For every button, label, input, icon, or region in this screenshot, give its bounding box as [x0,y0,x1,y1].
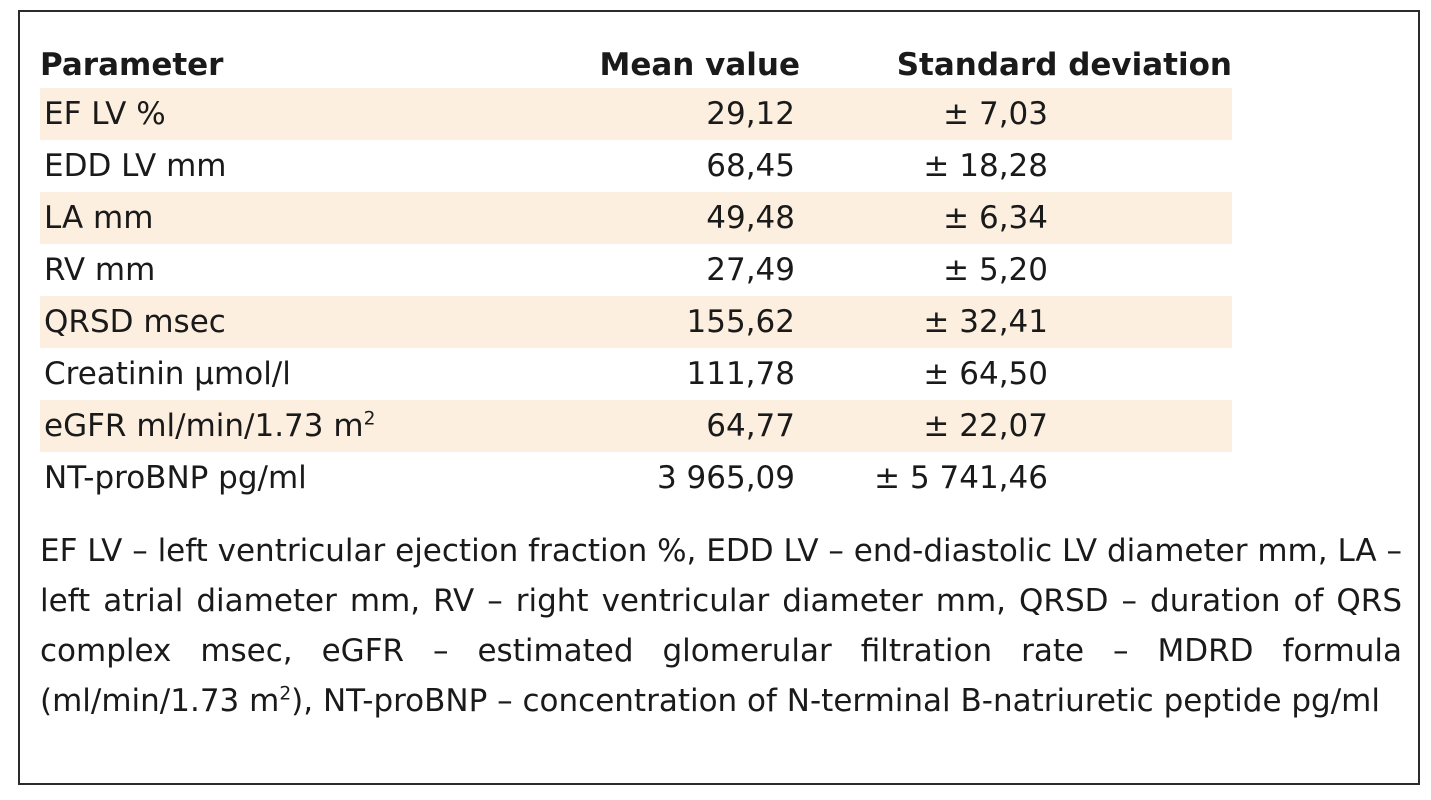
parameter-label: EF LV % [44,96,166,132]
parameter-superscript: 2 [363,408,376,430]
parameter-label: NT-proBNP pg/ml [44,460,307,496]
parameter-label: RV mm [44,252,156,288]
table-row: eGFR ml/min/1.73 m2 64,77 ± 22,07 [40,400,1232,452]
cell-standard-deviation: ± 32,41 [800,296,1232,348]
cell-mean-value: 111,78 [686,356,795,392]
table-row: LA mm 49,48 ± 6,34 [40,192,1232,244]
parameter-label: QRSD msec [44,304,226,340]
table-footnote: EF LV – left ventricular ejection fracti… [40,526,1402,726]
cell-mean-value: 155,62 [580,296,800,348]
cell-parameter: LA mm [40,192,580,244]
cell-standard-deviation: ± 18,28 [923,148,1048,184]
cell-parameter: Creatinin µmol/l [40,348,580,400]
table-row: EDD LV mm 68,45 ± 18,28 [40,140,1232,192]
header-standard-deviation: Standard deviation [896,47,1232,83]
cell-mean-value: 68,45 [706,148,795,184]
table-header-row: Parameter Mean value Standard deviation [40,42,1232,88]
table-row: NT-proBNP pg/ml 3 965,09 ± 5 741,46 [40,452,1232,504]
parameter-label: Creatinin µmol/l [44,356,291,392]
parameter-label: LA mm [44,200,154,236]
footnote-superscript: 2 [279,683,292,705]
cell-parameter: eGFR ml/min/1.73 m2 [40,400,580,452]
parameter-label: EDD LV mm [44,148,227,184]
cell-standard-deviation: ± 5,20 [943,252,1048,288]
cell-mean-value: 3 965,09 [656,460,795,496]
cell-standard-deviation: ± 22,07 [800,400,1232,452]
cell-mean-value: 64,77 [580,400,800,452]
cell-parameter: EF LV % [40,88,580,140]
cell-mean-value: 49,48 [580,192,800,244]
cell-parameter: NT-proBNP pg/ml [40,452,580,504]
cell-standard-deviation: ± 7,03 [800,88,1232,140]
table-row: Creatinin µmol/l 111,78 ± 64,50 [40,348,1232,400]
cell-standard-deviation: ± 6,34 [800,192,1232,244]
table-row: QRSD msec 155,62 ± 32,41 [40,296,1232,348]
header-mean-value: Mean value [599,47,800,83]
footnote-text-part1: EF LV – left ventricular ejection fracti… [40,533,1402,719]
parameter-label: eGFR ml/min/1.73 m [44,408,364,444]
table-row: EF LV % 29,12 ± 7,03 [40,88,1232,140]
cell-standard-deviation: ± 64,50 [923,356,1048,392]
table-frame: Parameter Mean value Standard deviation … [18,10,1420,785]
cell-mean-value: 27,49 [706,252,795,288]
table-row: RV mm 27,49 ± 5,20 [40,244,1232,296]
footnote-text-part2: ), NT-proBNP – concentration of N-termin… [291,683,1380,719]
header-parameter: Parameter [40,47,224,83]
cell-mean-value: 29,12 [580,88,800,140]
cell-parameter: RV mm [40,244,580,296]
cell-parameter: QRSD msec [40,296,580,348]
parameters-table: Parameter Mean value Standard deviation … [40,42,1232,504]
cell-standard-deviation: ± 5 741,46 [874,460,1048,496]
cell-parameter: EDD LV mm [40,140,580,192]
